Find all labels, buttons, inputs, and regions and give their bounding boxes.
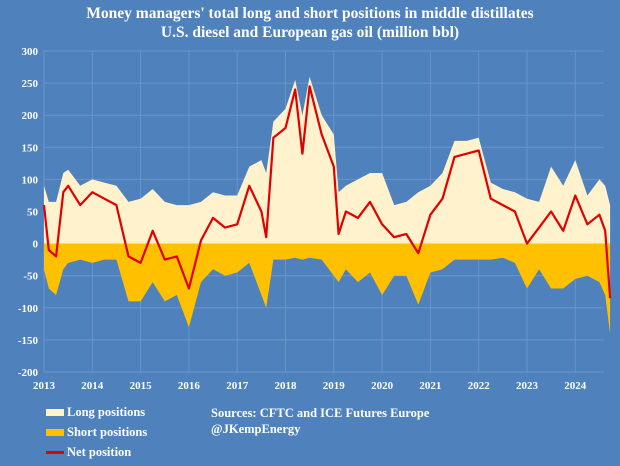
y-tick-label: 100 — [22, 174, 39, 186]
short-positions-area — [44, 243, 611, 334]
x-tick-label: 2018 — [275, 380, 298, 392]
x-tick-label: 2013 — [33, 380, 56, 392]
x-tick-label: 2017 — [226, 380, 249, 392]
x-tick-label: 2024 — [564, 380, 587, 392]
y-tick-label: -100 — [18, 303, 39, 315]
y-tick-label: -50 — [23, 271, 38, 283]
source-note: Sources: CFTC and ICE Futures Europe @JK… — [211, 405, 429, 437]
x-tick-label: 2022 — [468, 380, 491, 392]
y-tick-label: 200 — [22, 110, 39, 122]
x-tick-label: 2015 — [130, 380, 153, 392]
x-tick-label: 2019 — [323, 380, 346, 392]
y-tick-label: -200 — [18, 367, 39, 379]
y-tick-label: -150 — [18, 335, 39, 347]
y-tick-label: 300 — [22, 46, 39, 58]
x-tick-label: 2021 — [419, 380, 441, 392]
y-tick-label: 0 — [33, 239, 39, 251]
legend-long: Long positions — [46, 402, 147, 422]
long-positions-area — [44, 76, 611, 244]
net-position-line — [42, 85, 612, 299]
chart-subtitle: U.S. diesel and European gas oil (millio… — [160, 24, 460, 41]
y-tick-label: 150 — [22, 142, 39, 154]
legend-net-label: Net position — [67, 444, 132, 459]
legend-short: Short positions — [46, 422, 147, 442]
y-tick-label: 250 — [22, 78, 39, 90]
y-tick-label: 50 — [27, 207, 39, 219]
x-tick-label: 2020 — [371, 380, 394, 392]
legend-short-label: Short positions — [67, 424, 148, 439]
x-tick-label: 2014 — [81, 380, 104, 392]
source-text: Sources: CFTC and ICE Futures Europe — [211, 406, 430, 420]
legend-long-label: Long positions — [67, 404, 146, 419]
legend-net: Net position — [46, 442, 147, 462]
chart-title: Money managers' total long and short pos… — [86, 5, 534, 22]
legend: Long positions Short positions Net posit… — [46, 402, 147, 462]
legend-net-swatch — [46, 450, 64, 454]
legend-short-swatch — [46, 428, 64, 436]
legend-long-swatch — [46, 408, 64, 416]
x-tick-label: 2016 — [178, 380, 201, 392]
x-tick-label: 2023 — [516, 380, 539, 392]
author-handle: @JKempEnergy — [211, 422, 301, 436]
